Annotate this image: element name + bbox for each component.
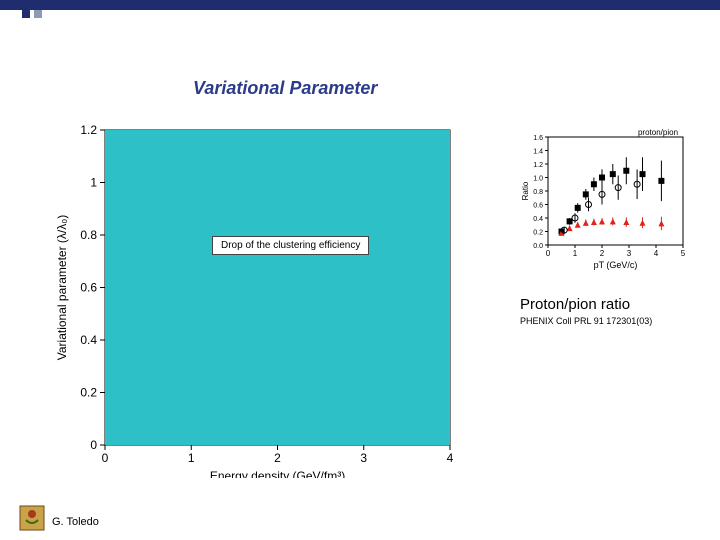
svg-text:0.6: 0.6 [533,203,543,210]
footer-author: G. Toledo [52,516,99,528]
svg-text:3: 3 [360,451,367,465]
svg-text:0.4: 0.4 [80,333,97,347]
side-chart-svg: 0 1 2 3 4 5 0.0 0.2 0.4 0.6 0.8 1.0 1.2 1.4 1.6 proton/… [520,125,700,270]
svg-text:3: 3 [627,249,632,258]
svg-text:Variational parameter (λ/λ₀): Variational parameter (λ/λ₀) [55,215,69,360]
slide-title: Variational Parameter [193,78,377,99]
svg-text:2: 2 [274,451,281,465]
svg-text:0.2: 0.2 [80,386,97,400]
chart-plot-bg [105,130,450,445]
svg-text:4: 4 [447,451,454,465]
svg-text:1.2: 1.2 [80,123,97,137]
side-caption: Proton/pion ratio [520,296,630,313]
svg-text:Ratio: Ratio [521,181,530,200]
side-chart: 0 1 2 3 4 5 0.0 0.2 0.4 0.6 0.8 1.0 1.2 1.4 1.6 proton/… [520,125,700,270]
svg-text:0.6: 0.6 [80,281,97,295]
svg-text:0.8: 0.8 [533,189,543,196]
svg-text:1: 1 [90,176,97,190]
footer-logo [18,504,46,532]
svg-text:0.8: 0.8 [80,228,97,242]
svg-text:1.0: 1.0 [533,176,543,183]
svg-text:1: 1 [573,249,578,258]
svg-text:0.0: 0.0 [533,243,543,250]
svg-text:5: 5 [681,249,686,258]
accent-bar [0,0,720,10]
svg-text:1.4: 1.4 [533,149,543,156]
svg-text:1.6: 1.6 [533,135,543,142]
main-chart: 0 1 2 3 4 0 0.2 0.4 0.6 0.8 1 1.2 Energy density (Ge… [50,120,480,478]
svg-text:proton/pion: proton/pion [638,128,678,137]
svg-text:0.2: 0.2 [533,230,543,237]
svg-text:0: 0 [102,451,109,465]
annotation-box: Drop of the clustering efficiency [212,236,369,255]
svg-text:0: 0 [546,249,551,258]
svg-text:0: 0 [90,438,97,452]
svg-text:1.2: 1.2 [533,162,543,169]
svg-text:2: 2 [600,249,605,258]
side-reference: PHENIX Coll PRL 91 172301(03) [520,316,652,326]
svg-text:4: 4 [654,249,659,258]
svg-text:pT (GeV/c): pT (GeV/c) [594,260,638,270]
svg-text:1: 1 [188,451,195,465]
svg-text:0.4: 0.4 [533,216,543,223]
svg-text:Energy density (GeV/fm³): Energy density (GeV/fm³) [210,469,345,478]
